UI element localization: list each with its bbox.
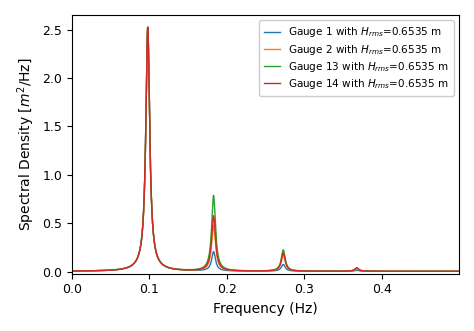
X-axis label: Frequency (Hz): Frequency (Hz) bbox=[213, 302, 318, 316]
Gauge 13 with $H_{rms}$=0.6535 m bbox=[69, 269, 75, 273]
Gauge 14 with $H_{rms}$=0.6535 m bbox=[69, 269, 75, 273]
Gauge 14 with $H_{rms}$=0.6535 m bbox=[436, 269, 441, 273]
Line: Gauge 1 with $H_{rms}$=0.6535 m: Gauge 1 with $H_{rms}$=0.6535 m bbox=[72, 27, 459, 271]
Y-axis label: Spectral Density [$m^2$/Hz]: Spectral Density [$m^2$/Hz] bbox=[15, 58, 36, 231]
Gauge 14 with $H_{rms}$=0.6535 m bbox=[145, 25, 151, 29]
Gauge 13 with $H_{rms}$=0.6535 m bbox=[92, 269, 98, 273]
Gauge 2 with $H_{rms}$=0.6535 m bbox=[145, 25, 151, 29]
Gauge 2 with $H_{rms}$=0.6535 m bbox=[71, 269, 76, 273]
Gauge 1 with $H_{rms}$=0.6535 m bbox=[456, 269, 462, 273]
Gauge 2 with $H_{rms}$=0.6535 m bbox=[92, 269, 98, 273]
Gauge 14 with $H_{rms}$=0.6535 m bbox=[71, 269, 76, 273]
Gauge 1 with $H_{rms}$=0.6535 m bbox=[145, 25, 151, 29]
Line: Gauge 13 with $H_{rms}$=0.6535 m: Gauge 13 with $H_{rms}$=0.6535 m bbox=[72, 27, 459, 271]
Gauge 2 with $H_{rms}$=0.6535 m bbox=[85, 269, 91, 273]
Gauge 13 with $H_{rms}$=0.6535 m bbox=[436, 269, 441, 273]
Gauge 14 with $H_{rms}$=0.6535 m bbox=[456, 269, 462, 273]
Gauge 13 with $H_{rms}$=0.6535 m bbox=[145, 25, 151, 29]
Gauge 2 with $H_{rms}$=0.6535 m bbox=[145, 25, 151, 29]
Gauge 2 with $H_{rms}$=0.6535 m bbox=[436, 269, 441, 273]
Gauge 1 with $H_{rms}$=0.6535 m bbox=[85, 269, 91, 273]
Gauge 2 with $H_{rms}$=0.6535 m bbox=[456, 269, 462, 273]
Gauge 2 with $H_{rms}$=0.6535 m bbox=[258, 269, 264, 273]
Gauge 14 with $H_{rms}$=0.6535 m bbox=[85, 269, 91, 273]
Gauge 14 with $H_{rms}$=0.6535 m bbox=[92, 269, 98, 273]
Gauge 1 with $H_{rms}$=0.6535 m bbox=[258, 269, 264, 273]
Gauge 13 with $H_{rms}$=0.6535 m bbox=[145, 25, 151, 29]
Legend: Gauge 1 with $H_{rms}$=0.6535 m, Gauge 2 with $H_{rms}$=0.6535 m, Gauge 13 with : Gauge 1 with $H_{rms}$=0.6535 m, Gauge 2… bbox=[259, 20, 454, 96]
Gauge 13 with $H_{rms}$=0.6535 m bbox=[456, 269, 462, 273]
Line: Gauge 14 with $H_{rms}$=0.6535 m: Gauge 14 with $H_{rms}$=0.6535 m bbox=[72, 27, 459, 271]
Gauge 13 with $H_{rms}$=0.6535 m bbox=[71, 269, 76, 273]
Gauge 1 with $H_{rms}$=0.6535 m bbox=[145, 25, 151, 29]
Gauge 13 with $H_{rms}$=0.6535 m bbox=[258, 269, 264, 273]
Gauge 14 with $H_{rms}$=0.6535 m bbox=[145, 25, 151, 29]
Gauge 2 with $H_{rms}$=0.6535 m bbox=[69, 269, 75, 273]
Gauge 1 with $H_{rms}$=0.6535 m bbox=[436, 269, 441, 273]
Gauge 1 with $H_{rms}$=0.6535 m bbox=[71, 269, 76, 273]
Gauge 13 with $H_{rms}$=0.6535 m bbox=[85, 269, 91, 273]
Gauge 1 with $H_{rms}$=0.6535 m bbox=[92, 269, 98, 273]
Line: Gauge 2 with $H_{rms}$=0.6535 m: Gauge 2 with $H_{rms}$=0.6535 m bbox=[72, 27, 459, 271]
Gauge 1 with $H_{rms}$=0.6535 m bbox=[69, 269, 75, 273]
Gauge 14 with $H_{rms}$=0.6535 m bbox=[258, 269, 264, 273]
